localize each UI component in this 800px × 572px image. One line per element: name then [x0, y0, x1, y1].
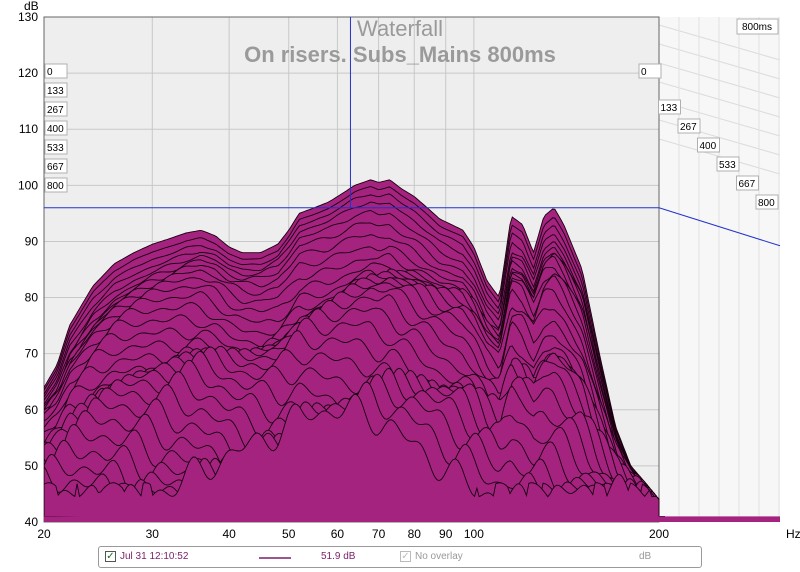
overlay-unit: dB [639, 551, 652, 562]
time-label-right: 267 [677, 118, 701, 134]
y-tick-label: 120 [18, 66, 38, 80]
time-label-right: 133 [658, 99, 681, 115]
x-tick-label: 60 [331, 527, 345, 541]
time-label-right-text: 800 [758, 198, 775, 209]
y-tick-label: 80 [25, 291, 39, 305]
y-tick-label: 130 [18, 10, 38, 24]
time-label-right: 533 [716, 156, 740, 172]
x-tick-label: 70 [372, 527, 386, 541]
time-label-left: 533 [44, 139, 68, 155]
x-tick-label: 100 [464, 527, 484, 541]
waterfall-floor [44, 516, 780, 522]
chart-title: Waterfall [357, 16, 443, 41]
y-tick-label: 40 [25, 515, 39, 529]
time-label-right-text: 533 [719, 160, 736, 171]
time-label-left-text: 133 [47, 86, 64, 97]
time-label-right-text: 667 [739, 179, 756, 190]
cursor-depth [658, 207, 781, 247]
measurement-checkbox[interactable]: ✓ [105, 551, 116, 562]
time-label-left: 400 [44, 120, 68, 136]
time-range-box: 800ms [736, 18, 779, 35]
overlay-checkbox[interactable]: ✓ [400, 551, 411, 562]
waterfall-slice [44, 393, 733, 522]
time-label-left: 667 [44, 158, 68, 174]
time-label-left-text: 533 [47, 143, 64, 154]
x-axis-unit: Hz [786, 527, 800, 541]
time-label-right-text: 133 [661, 103, 678, 114]
time-label-right-text: 0 [641, 67, 647, 78]
y-tick-label: 100 [18, 178, 38, 192]
time-label-right: 400 [697, 137, 720, 153]
x-tick-label: 90 [439, 527, 453, 541]
time-label-right: 667 [736, 175, 759, 191]
time-label-left-text: 667 [47, 162, 64, 173]
cursor-crosshair [44, 17, 781, 247]
legend-value: 51.9 dB [321, 551, 356, 562]
x-axis-ticks: 20 30 40 50 60 70 80 90 100 200 [37, 527, 669, 541]
x-tick-label: 40 [222, 527, 236, 541]
time-label-left: 267 [44, 101, 68, 117]
y-axis-label: dB [24, 0, 39, 13]
y-tick-label: 60 [25, 403, 39, 417]
time-label-right: 0 [638, 63, 662, 79]
overlay-label: No overlay [415, 551, 463, 562]
time-label-left-text: 800 [47, 181, 64, 192]
time-range-label: 800ms [742, 22, 772, 33]
waterfall-slices [44, 179, 780, 522]
legend-line-swatch [259, 557, 291, 559]
time-label-right: 800 [755, 194, 779, 210]
y-tick-label: 50 [25, 459, 39, 473]
legend-bar: ✓ Jul 31 12:10:52 51.9 dB ✓ No overlay d… [98, 546, 702, 568]
y-tick-label: 110 [19, 122, 38, 136]
x-tick-label: 30 [146, 527, 160, 541]
time-label-left: 800 [44, 177, 68, 193]
time-label-left-text: 0 [47, 67, 53, 78]
chart-subtitle: On risers. Subs_Mains 800ms [244, 42, 556, 67]
time-label-right-text: 400 [700, 141, 717, 152]
x-tick-label: 20 [37, 527, 51, 541]
time-label-left: 133 [44, 82, 68, 98]
measurement-label: Jul 31 12:10:52 [120, 551, 189, 562]
y-tick-label: 90 [25, 234, 39, 248]
waterfall-chart: 40 50 60 70 80 90 100 110 120 130 20 30 40 50 60 70 80 9… [18, 0, 800, 541]
time-label-left-text: 400 [47, 124, 64, 135]
x-tick-label: 200 [649, 527, 669, 541]
time-label-right-text: 267 [680, 122, 697, 133]
time-label-left: 0 [44, 63, 68, 79]
y-axis-ticks: 40 50 60 70 80 90 100 110 120 130 [18, 10, 38, 529]
time-label-left-text: 267 [47, 105, 64, 116]
x-tick-label: 80 [408, 527, 422, 541]
x-tick-label: 50 [282, 527, 296, 541]
y-tick-label: 70 [25, 347, 39, 361]
